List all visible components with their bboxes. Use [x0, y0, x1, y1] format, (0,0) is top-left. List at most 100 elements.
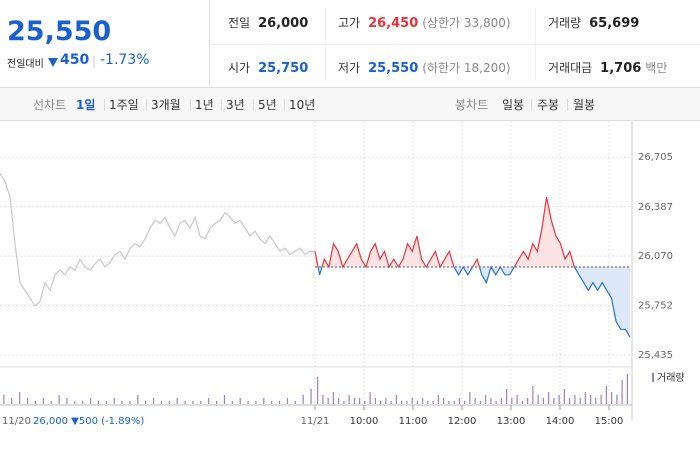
x-tick-label: 11:00: [399, 416, 428, 427]
current-price: 25,550: [7, 16, 112, 47]
candle-tab[interactable]: 월봉: [573, 98, 596, 112]
x-tick-label: 10:00: [350, 416, 379, 427]
volume-bar: [271, 401, 273, 404]
volume-bar: [19, 392, 21, 404]
period-tab[interactable]: 3년: [226, 98, 245, 112]
period-tab[interactable]: 5년: [258, 98, 277, 112]
stat-value: 26,450: [368, 16, 419, 31]
x-tick-label: 12:00: [448, 416, 477, 427]
tab-sep[interactable]: [104, 99, 105, 111]
volume-bar: [474, 398, 476, 404]
tab-sep[interactable]: [253, 99, 254, 111]
tab-sep[interactable]: [284, 99, 285, 111]
stat-label: 고가: [338, 16, 361, 30]
volume-bar: [563, 389, 565, 404]
stat-note: (하한가 18,200): [422, 61, 511, 75]
stat: 거래대금 1,706 백만: [548, 59, 667, 76]
volume-bar: [584, 392, 586, 404]
volume-bar: [184, 401, 186, 404]
volume-bar: [353, 398, 355, 404]
volume-bar: [200, 401, 202, 404]
volume-bar: [521, 401, 523, 404]
col-divider: [325, 8, 326, 80]
x-tick-label: 11/21: [301, 416, 330, 427]
volume-bar: [600, 395, 602, 404]
tab-sep[interactable]: [146, 99, 147, 111]
stat-value: 25,750: [258, 61, 309, 76]
volume-bar: [66, 398, 68, 404]
legend-swatch: [652, 373, 654, 382]
tab-bar: [0, 88, 700, 121]
volume-bar: [511, 398, 513, 404]
volume-bar: [406, 401, 408, 404]
x-tick-label: 11/20: [2, 416, 31, 427]
legend-label: 거래량: [657, 372, 685, 384]
prev-summary: 26,000 ▼500 (-1.89%): [33, 416, 144, 427]
volume-bar: [427, 401, 429, 404]
volume-bar: [278, 401, 281, 404]
stat: 고가 26,450 (상한가 33,800): [338, 14, 511, 31]
volume-bar: [422, 398, 424, 404]
stat-label: 거래량: [548, 16, 582, 30]
x-tick-label: 14:00: [546, 416, 575, 427]
change-pct: -1.73%: [100, 52, 150, 68]
period-tab[interactable]: 10년: [289, 98, 316, 112]
tab-sep[interactable]: [567, 99, 568, 111]
volume-bar: [469, 392, 471, 404]
stat-value: 25,550: [368, 61, 419, 76]
volume-bar: [50, 401, 52, 404]
volume-bar: [443, 398, 445, 404]
period-tab[interactable]: 1주일: [109, 98, 139, 112]
volume-bar: [176, 398, 178, 404]
tab-label[interactable]: 봉차트: [455, 98, 489, 112]
volume-bar: [411, 398, 413, 404]
price-line: [0, 173, 315, 307]
volume-bar: [160, 401, 163, 404]
volume-bar: [310, 389, 312, 404]
volume-bar: [294, 401, 296, 404]
chart: 26,705 26,387 26,070 25,752 25,435 11/20 26,00…: [0, 121, 685, 427]
volume-bar: [121, 401, 123, 404]
volume-bar: [385, 398, 387, 404]
volume-bar: [380, 401, 382, 404]
volume-bar: [34, 401, 37, 404]
volume-bar: [506, 389, 508, 404]
price-box: [0, 0, 210, 88]
tab-sep[interactable]: [221, 99, 222, 111]
volume-bar: [3, 395, 5, 404]
volume-bar: [359, 398, 361, 404]
candle-tab[interactable]: 일봉: [502, 98, 525, 112]
volume-bar: [548, 392, 550, 404]
period-tab[interactable]: 3개월: [151, 98, 181, 112]
volume-bar: [137, 395, 139, 404]
volume-bar: [401, 401, 403, 404]
volume-bar: [208, 398, 210, 404]
price-line: [314, 196, 631, 338]
stat-note: 백만: [645, 61, 668, 75]
x-tick-label: 15:00: [595, 416, 624, 427]
volume-bar: [332, 392, 334, 404]
stat-value: 65,699: [589, 16, 640, 31]
volume-bar: [516, 395, 518, 404]
stat-label: 거래대금: [548, 61, 593, 75]
volume-bar: [302, 395, 304, 404]
volume-bar: [231, 401, 233, 404]
tab-sep[interactable]: [531, 99, 532, 111]
period-tab[interactable]: 1일: [76, 98, 96, 112]
volume-bar: [490, 398, 492, 404]
x-tick-label: 13:00: [497, 416, 526, 427]
volume-bar: [558, 395, 560, 404]
row-divider: [210, 44, 700, 45]
candle-tab[interactable]: 주봉: [537, 98, 560, 112]
tab-label[interactable]: 선차트: [33, 98, 67, 112]
tab-sep[interactable]: [190, 99, 191, 111]
volume-bar: [255, 401, 257, 404]
volume-bar: [74, 401, 76, 404]
volume-bar: [437, 395, 439, 404]
volume-bar: [168, 401, 170, 404]
volume-bar: [479, 401, 481, 404]
volume-bar: [82, 401, 84, 404]
volume-bar: [595, 398, 597, 404]
period-tab[interactable]: 1년: [195, 98, 214, 112]
